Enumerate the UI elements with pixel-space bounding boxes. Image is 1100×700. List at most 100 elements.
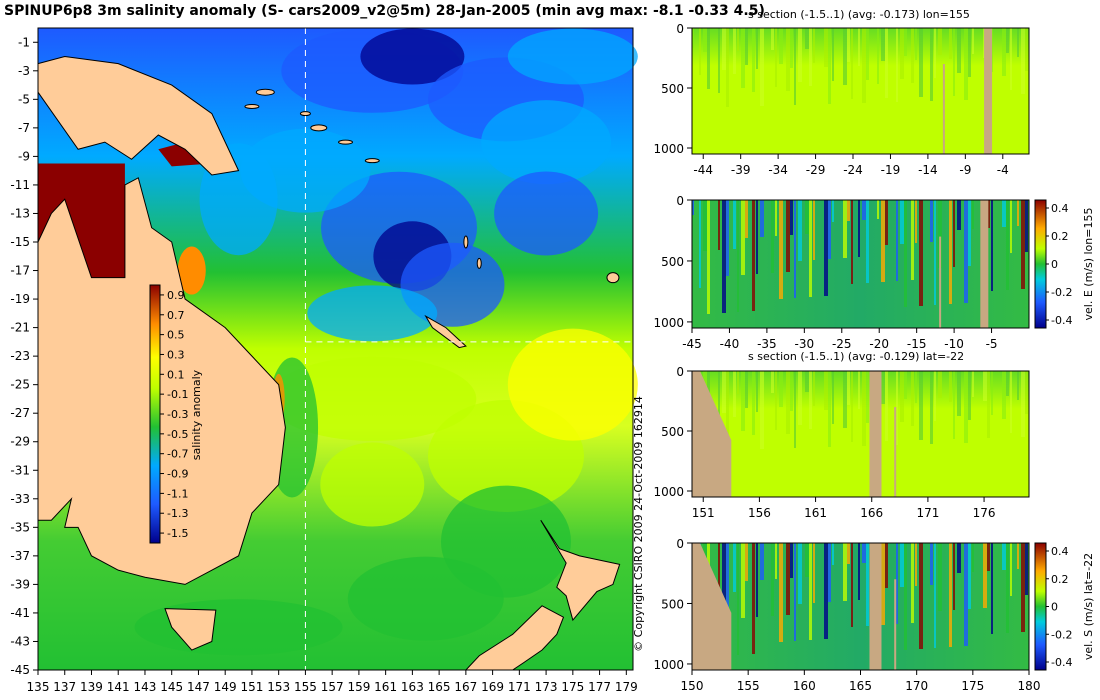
section-stripe — [866, 200, 869, 283]
section-stripe — [877, 28, 879, 84]
section-stripe — [699, 200, 701, 288]
y-tick-label: -23 — [10, 349, 30, 363]
section-stripe — [737, 28, 739, 51]
panel-x-tick-label: -40 — [720, 337, 740, 351]
section-stripe — [775, 371, 777, 430]
panel-x-tick-label: -10 — [944, 337, 964, 351]
section-stripe — [703, 28, 707, 52]
section-stripe — [813, 543, 815, 603]
section-stripe — [938, 543, 942, 611]
section-land — [942, 64, 945, 154]
panel-x-tick-label: 155 — [737, 679, 760, 693]
section-stripe — [843, 28, 847, 85]
section-stripe — [934, 200, 936, 305]
section-land — [869, 543, 882, 670]
section-stripe — [983, 543, 987, 608]
section-stripe — [737, 543, 739, 655]
section-stripe — [983, 371, 987, 401]
section-stripe — [824, 371, 828, 410]
section-stripe — [1006, 28, 1009, 53]
anomaly-region — [320, 442, 425, 527]
section-stripe — [866, 543, 869, 626]
section-stripe — [722, 200, 726, 313]
section-stripe — [862, 200, 866, 220]
section-stripe — [1025, 28, 1028, 71]
section-stripe — [934, 28, 936, 78]
panel1-title: s section (-1.5..1) (avg: -0.173) lon=15… — [748, 8, 970, 21]
panel-x-tick-label: -5 — [986, 337, 998, 351]
y-tick-label: -43 — [10, 634, 30, 648]
vel-colorbar-tick-label: -0.2 — [1051, 286, 1072, 299]
section-stripe — [964, 543, 968, 646]
panel4-colorbar-label: vel. S (m/s) lat=-22 — [1082, 553, 1095, 660]
section-stripe — [968, 28, 971, 77]
section-stripe — [972, 200, 974, 229]
section-stripe — [866, 28, 869, 80]
section-stripe — [790, 543, 793, 578]
panel-x-tick-label: -19 — [881, 163, 901, 177]
section-stripe — [881, 543, 885, 625]
section-stripe — [779, 543, 783, 642]
panel-y-tick-label: 500 — [661, 597, 684, 611]
section-stripe — [809, 371, 812, 429]
section-stripe — [703, 200, 707, 251]
y-tick-label: -31 — [10, 463, 30, 477]
section-stripe — [832, 200, 834, 222]
panel-x-tick-label: -14 — [918, 163, 938, 177]
section-stripe — [930, 200, 933, 242]
section-stripe — [900, 200, 904, 244]
section-stripe — [828, 371, 831, 447]
panel-x-tick-label: -9 — [959, 163, 971, 177]
section-stripe — [1017, 28, 1019, 57]
tasmania-land — [164, 608, 217, 651]
section-stripe — [1006, 371, 1009, 396]
vel-colorbar-tick-label: 0.2 — [1051, 573, 1069, 586]
section-stripe — [1017, 371, 1019, 400]
section-stripe — [915, 200, 917, 243]
section-stripe — [957, 543, 961, 573]
section-stripe — [911, 28, 914, 83]
y-tick-label: -7 — [18, 121, 30, 135]
anomaly-region — [307, 285, 438, 342]
section-stripe — [972, 28, 974, 54]
salinity-colorbar — [149, 284, 161, 544]
anomaly-region — [481, 100, 612, 185]
section-stripe — [904, 371, 907, 399]
section-stripe — [809, 200, 812, 297]
panel-y-tick-label: 0 — [676, 365, 684, 379]
section-stripe — [972, 543, 974, 572]
section-stripe — [798, 371, 802, 425]
colorbar-tick-label: -1.1 — [167, 487, 188, 500]
section-stripe — [930, 371, 933, 444]
section-stripe — [805, 200, 809, 234]
section-stripe — [866, 371, 869, 423]
panel-y-tick-label: 500 — [661, 425, 684, 439]
island — [476, 257, 482, 269]
x-tick-label: 139 — [80, 680, 103, 694]
section-stripe — [786, 200, 790, 272]
panel1-frame — [691, 27, 1030, 155]
section-stripe — [919, 28, 923, 97]
panel-x-tick-label: -39 — [731, 163, 751, 177]
colorbar-label: salinity anomaly — [190, 369, 203, 460]
section-stripe — [737, 200, 739, 312]
colorbar-tick-label: 0.1 — [167, 368, 185, 381]
section-stripe — [904, 200, 907, 307]
section-stripe — [949, 543, 952, 647]
island — [463, 235, 469, 249]
section-stripe — [813, 200, 815, 260]
section-stripe — [722, 371, 726, 413]
section-stripe — [707, 200, 710, 314]
section-stripe — [847, 28, 850, 62]
panel-x-tick-label: 151 — [692, 506, 715, 520]
section-stripe — [934, 371, 936, 421]
x-tick-label: 179 — [615, 680, 638, 694]
nz-north-land — [540, 519, 621, 622]
section-stripe — [813, 28, 815, 63]
colorbar-tick-label: -0.7 — [167, 448, 188, 461]
panel-y-tick-label: 500 — [661, 82, 684, 96]
x-tick-label: 147 — [187, 680, 210, 694]
anomaly-region — [268, 356, 477, 441]
y-tick-label: -19 — [10, 292, 30, 306]
section-stripe — [741, 371, 745, 431]
